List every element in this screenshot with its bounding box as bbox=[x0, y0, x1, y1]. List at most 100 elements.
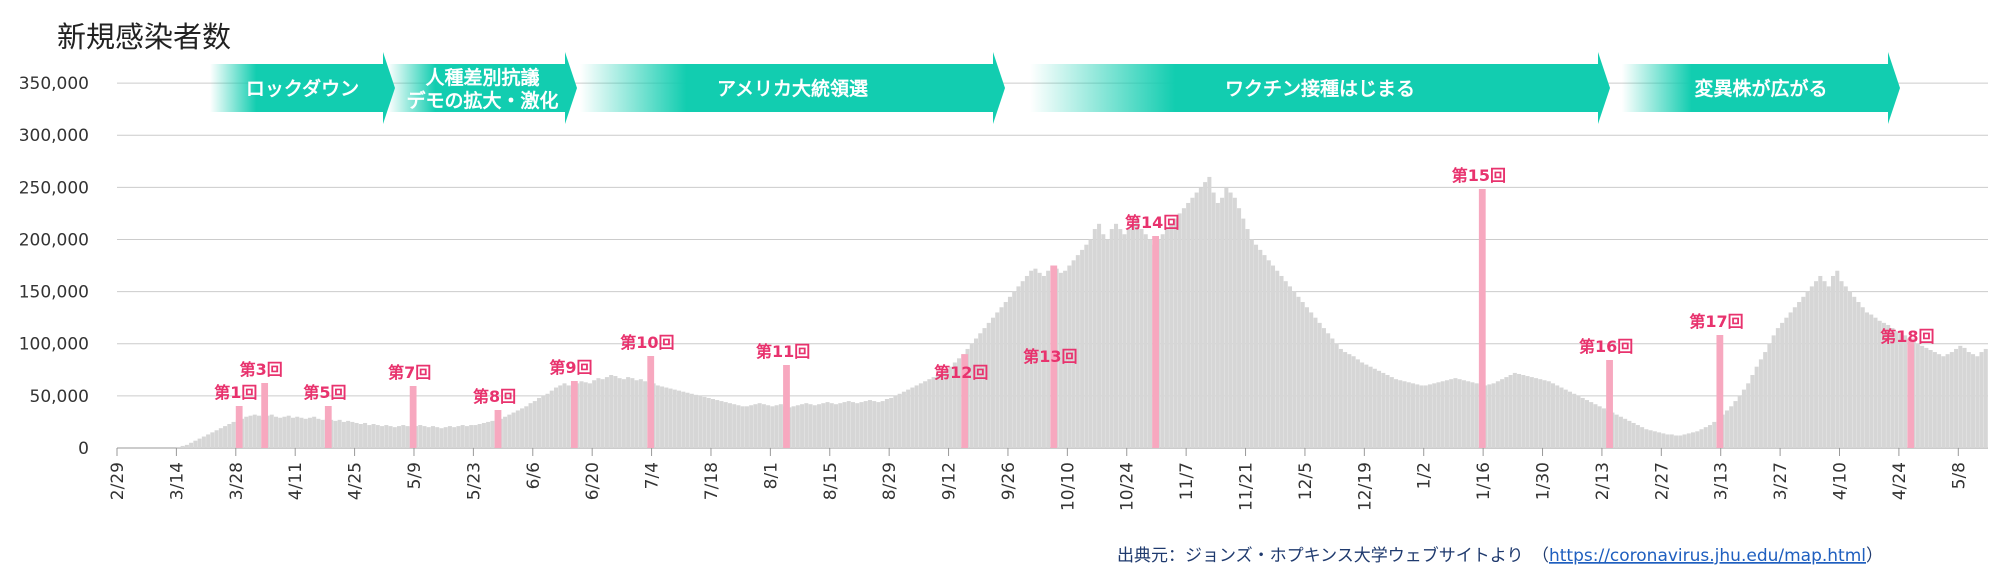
bar bbox=[986, 322, 991, 448]
bar bbox=[426, 427, 431, 448]
bar bbox=[990, 317, 996, 448]
bar bbox=[282, 416, 287, 448]
bar bbox=[1563, 389, 1568, 448]
source-link[interactable]: https://coronavirus.jhu.edu/map.html bbox=[1549, 546, 1866, 566]
x-tick-label: 9/12 bbox=[940, 462, 960, 500]
bar bbox=[1266, 260, 1271, 448]
bar bbox=[1864, 312, 1869, 448]
bar bbox=[1521, 375, 1526, 448]
bar bbox=[1644, 429, 1649, 448]
highlight-bar bbox=[1152, 236, 1159, 448]
bar bbox=[1075, 255, 1080, 448]
bar bbox=[1780, 322, 1785, 448]
bar bbox=[774, 405, 779, 448]
bar bbox=[1139, 229, 1144, 448]
bar bbox=[392, 427, 397, 448]
bar bbox=[346, 420, 351, 448]
bar bbox=[1143, 234, 1148, 448]
bar bbox=[855, 403, 860, 448]
highlight-bars bbox=[235, 189, 1915, 448]
bar bbox=[1792, 307, 1797, 448]
y-tick-label: 0 bbox=[78, 439, 89, 459]
bar bbox=[952, 362, 957, 448]
bar bbox=[1355, 359, 1360, 448]
bar bbox=[1105, 239, 1110, 448]
bar bbox=[850, 402, 856, 448]
bar bbox=[1529, 377, 1534, 448]
bar bbox=[545, 393, 550, 448]
event-label: 人種差別抗議 bbox=[425, 66, 539, 89]
bar bbox=[1542, 380, 1547, 448]
bar bbox=[1894, 331, 1899, 448]
bar bbox=[299, 417, 304, 448]
bar bbox=[1041, 275, 1046, 448]
bar bbox=[1555, 385, 1560, 448]
bar bbox=[1368, 366, 1373, 448]
bar bbox=[1067, 265, 1072, 448]
bar bbox=[1147, 239, 1152, 448]
bar bbox=[995, 312, 1000, 448]
bar bbox=[884, 398, 889, 448]
bar bbox=[1932, 352, 1937, 448]
bar bbox=[1334, 343, 1339, 448]
bar bbox=[1287, 286, 1292, 448]
bar bbox=[1797, 302, 1802, 448]
bar bbox=[1695, 431, 1700, 448]
annotation-label: 第12回 bbox=[934, 363, 988, 382]
bar bbox=[1186, 202, 1191, 448]
highlight-bar bbox=[324, 406, 332, 448]
bar bbox=[1249, 239, 1254, 448]
bar bbox=[1309, 312, 1314, 448]
bar bbox=[1033, 268, 1038, 448]
bar bbox=[829, 403, 834, 448]
bar bbox=[210, 432, 215, 448]
x-tick-label: 2/27 bbox=[1652, 462, 1672, 500]
bar bbox=[1126, 229, 1131, 448]
bar bbox=[1024, 275, 1029, 448]
y-axis: 0 50,000 100,000 150,000 200,000 250,000 300,0… bbox=[19, 74, 89, 459]
bar bbox=[1750, 375, 1755, 448]
bar bbox=[1920, 345, 1925, 448]
bar bbox=[795, 405, 800, 448]
bar bbox=[1733, 401, 1738, 448]
x-tick-label: 10/10 bbox=[1058, 462, 1078, 511]
bar bbox=[918, 383, 923, 448]
bar bbox=[1466, 381, 1471, 448]
bar bbox=[804, 403, 809, 448]
bar bbox=[1415, 384, 1420, 448]
bar bbox=[1627, 420, 1632, 448]
bar bbox=[180, 445, 185, 448]
bar bbox=[312, 416, 317, 448]
bar bbox=[923, 381, 928, 448]
bar bbox=[626, 377, 631, 448]
bar bbox=[715, 400, 720, 448]
x-tick-label: 8/1 bbox=[761, 462, 781, 489]
bar bbox=[388, 426, 393, 448]
bar bbox=[1826, 286, 1831, 448]
bar bbox=[1080, 249, 1085, 448]
bar bbox=[761, 404, 766, 448]
event-label: デモの拡大・激化 bbox=[406, 89, 558, 112]
bar bbox=[821, 403, 826, 448]
bar bbox=[422, 426, 427, 448]
bar bbox=[1877, 320, 1882, 448]
bar bbox=[1245, 229, 1250, 448]
annotation-label: 第15回 bbox=[1452, 166, 1506, 185]
bar bbox=[766, 405, 771, 448]
y-tick-label: 150,000 bbox=[19, 283, 89, 303]
bar bbox=[1207, 176, 1212, 448]
bar bbox=[1635, 425, 1640, 448]
bar bbox=[1321, 328, 1326, 448]
bar bbox=[1572, 393, 1577, 448]
annotation-label: 第1回 bbox=[214, 383, 257, 402]
bar bbox=[944, 369, 949, 448]
annotation-label: 第8回 bbox=[473, 387, 516, 406]
bar bbox=[1822, 281, 1827, 448]
bar bbox=[740, 406, 745, 448]
highlight-bar bbox=[1050, 265, 1058, 448]
x-tick-label: 4/24 bbox=[1890, 462, 1910, 500]
bar bbox=[316, 418, 321, 448]
bar bbox=[1220, 197, 1225, 448]
bar bbox=[1237, 208, 1242, 448]
